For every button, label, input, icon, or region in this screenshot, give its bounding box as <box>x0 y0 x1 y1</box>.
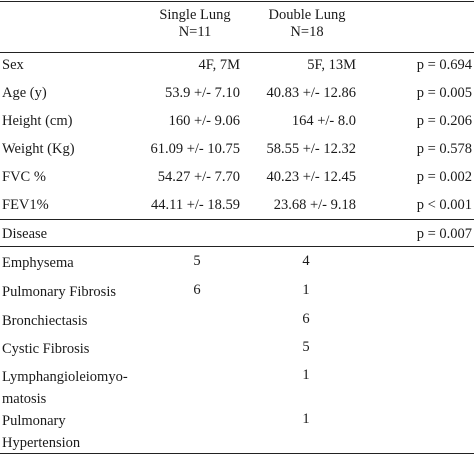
disease-name: Pulmonary Hypertension <box>2 410 80 454</box>
row-label: FVC % <box>2 169 46 185</box>
double-lung-value: 40.83 +/- 12.86 <box>266 85 356 101</box>
single-lung-header: Single Lung N=11 <box>140 7 250 41</box>
disease-name-line: matosis <box>2 391 47 407</box>
double-lung-value: 5F, 13M <box>307 57 356 73</box>
double-lung-count: 6 <box>302 311 310 327</box>
p-value: p = 0.206 <box>416 113 472 129</box>
disease-name-line: Cystic Fibrosis <box>2 341 90 357</box>
disease-name-line: Emphysema <box>2 255 74 271</box>
row-label: Sex <box>2 57 24 73</box>
row-label: FEV1% <box>2 197 49 213</box>
disease-name: Lymphangioleiomyo- matosis <box>2 366 128 410</box>
single-lung-count: 6 <box>193 282 201 298</box>
p-value: p = 0.578 <box>416 141 472 157</box>
section-rule <box>0 219 474 220</box>
double-lung-value: 164 +/- 8.0 <box>291 113 356 129</box>
p-value: p = 0.694 <box>416 57 472 73</box>
double-lung-count: 1 <box>302 282 310 298</box>
row-label: Weight (Kg) <box>2 141 75 157</box>
header-rule <box>0 52 474 53</box>
bottom-rule <box>0 453 474 454</box>
single-lung-count: 5 <box>193 253 201 269</box>
single-lung-value: 44.11 +/- 18.59 <box>151 197 240 213</box>
single-lung-title: Single Lung <box>159 7 231 23</box>
double-lung-value: 40.23 +/- 12.45 <box>266 169 356 185</box>
disease-name: Emphysema <box>2 252 74 274</box>
disease-name-line: Pulmonary <box>2 413 66 429</box>
disease-name: Cystic Fibrosis <box>2 338 89 360</box>
disease-name-line: Bronchiectasis <box>2 313 88 329</box>
single-lung-n: N=11 <box>178 24 212 40</box>
single-lung-value: 54.27 +/- 7.70 <box>157 169 240 185</box>
disease-name-line: Lymphangioleiomyo- <box>2 369 128 385</box>
disease-label: Disease <box>2 226 48 242</box>
double-lung-title: Double Lung <box>268 7 346 23</box>
p-value: p < 0.001 <box>416 197 472 213</box>
disease-rule <box>0 246 474 247</box>
double-lung-count: 1 <box>302 411 310 427</box>
disease-name-line: Pulmonary Fibrosis <box>2 284 116 300</box>
disease-name: Pulmonary Fibrosis <box>2 281 116 303</box>
double-lung-header: Double Lung N=18 <box>250 7 364 41</box>
top-rule <box>0 1 474 2</box>
double-lung-count: 1 <box>302 367 310 383</box>
double-lung-count: 5 <box>302 339 310 355</box>
disease-name-line: Hypertension <box>2 435 81 451</box>
single-lung-value: 53.9 +/- 7.10 <box>164 85 240 101</box>
single-lung-value: 160 +/- 9.06 <box>168 113 240 129</box>
disease-p-value: p = 0.007 <box>416 226 472 242</box>
disease-name: Bronchiectasis <box>2 310 87 332</box>
p-value: p = 0.005 <box>416 85 472 101</box>
p-value: p = 0.002 <box>416 169 472 185</box>
single-lung-value: 4F, 7M <box>198 57 240 73</box>
double-lung-value: 58.55 +/- 12.32 <box>266 141 356 157</box>
single-lung-value: 61.09 +/- 10.75 <box>150 141 240 157</box>
row-label: Age (y) <box>2 85 47 101</box>
double-lung-n: N=18 <box>290 24 324 40</box>
double-lung-value: 23.68 +/- 9.18 <box>273 197 356 213</box>
double-lung-count: 4 <box>302 253 310 269</box>
row-label: Height (cm) <box>2 113 73 129</box>
